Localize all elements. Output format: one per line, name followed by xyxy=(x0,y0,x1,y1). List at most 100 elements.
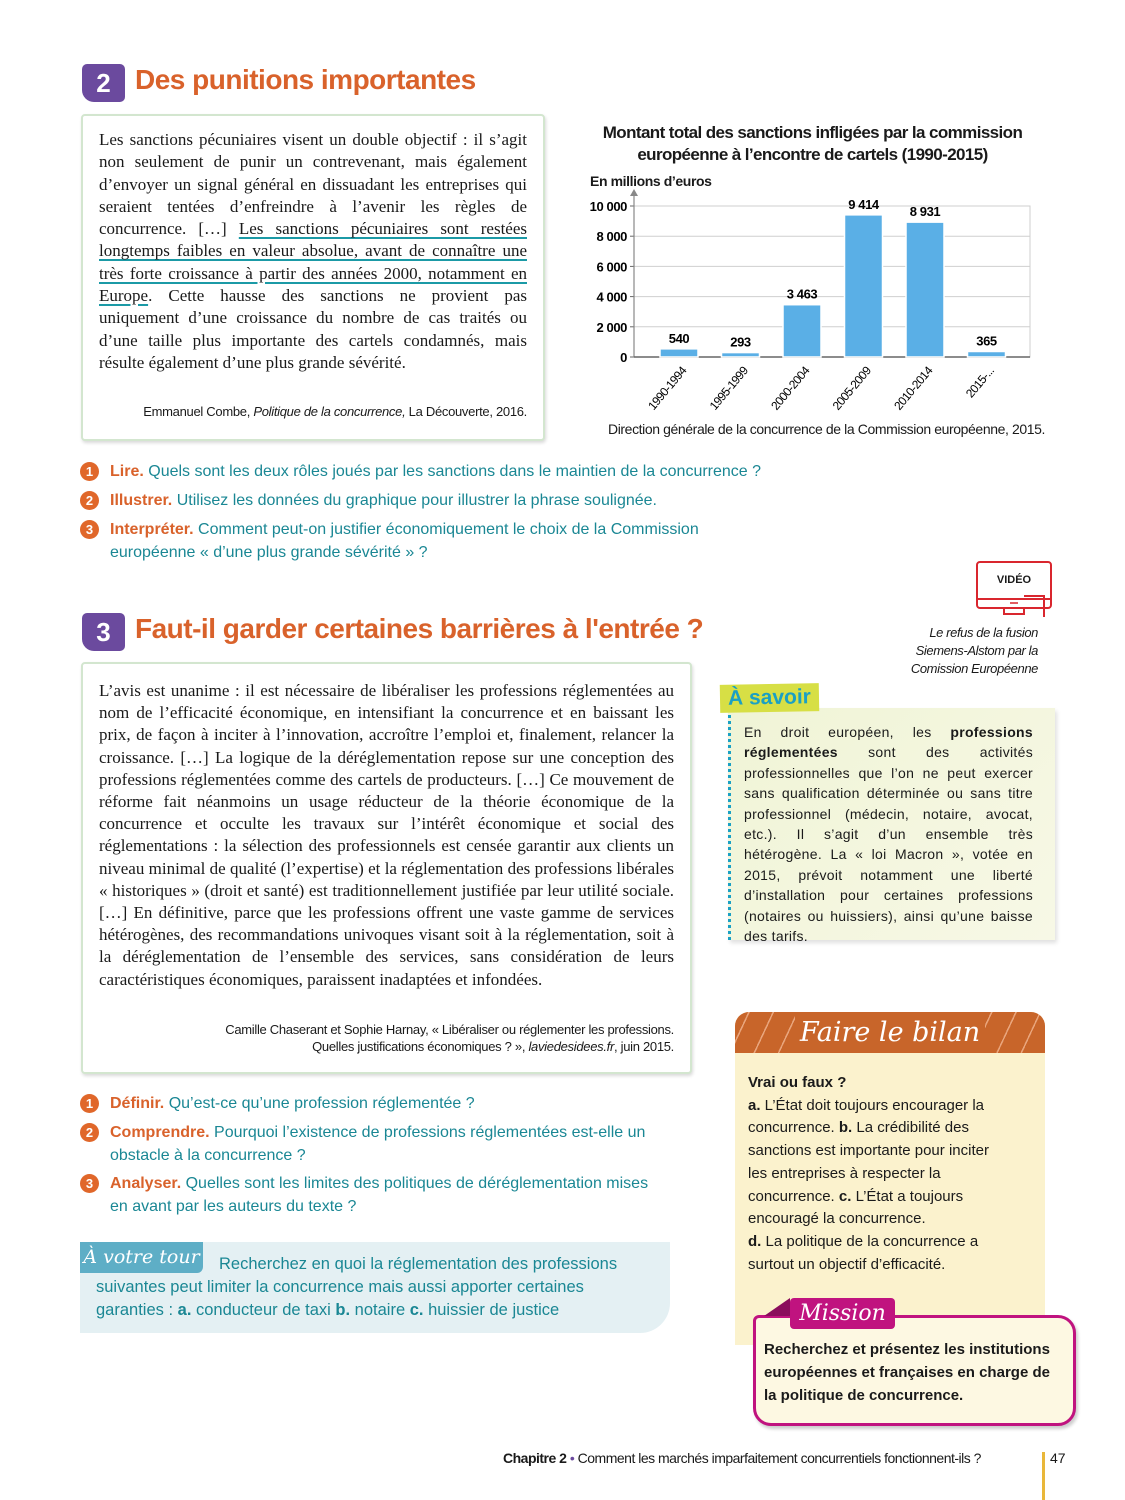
doc-number-badge: 3 xyxy=(82,613,125,651)
source-publisher: La Découverte, 2016. xyxy=(405,404,528,419)
question-number-icon: 1 xyxy=(80,1094,99,1113)
a-savoir-box: En droit européen, les professions régle… xyxy=(728,708,1055,944)
text: notaire xyxy=(350,1301,410,1319)
y-tick-label: 6 000 xyxy=(596,259,627,274)
x-tick-label: 1990-1994 xyxy=(645,363,690,413)
bilan-content: Vrai ou faux ? a. L’État doit toujours e… xyxy=(748,1072,993,1276)
a-savoir-text: En droit européen, les professions régle… xyxy=(744,722,1033,946)
footer-divider xyxy=(1042,1452,1045,1500)
item-letter: a. xyxy=(748,1096,761,1114)
chart-title: Montant total des sanctions infligées pa… xyxy=(580,122,1045,166)
item-text: La politique de la concurrence a surtout… xyxy=(748,1232,979,1273)
bar-chart: 0 2 000 4 000 6 000 8 000 10 000 540 1990-1994 2… xyxy=(590,189,1031,413)
question-number-icon: 3 xyxy=(80,1174,99,1193)
data-label: 3 463 xyxy=(787,287,818,302)
bar xyxy=(782,303,822,358)
question-body: Qu’est-ce qu’une profession réglementée … xyxy=(168,1095,475,1112)
item-text: La crédibilité des sanctions est importa… xyxy=(748,1119,989,1205)
question-body: Utilisez les données du graphique pour i… xyxy=(176,492,657,509)
key-term: professions réglementées xyxy=(744,724,1033,761)
doc-number-badge: 2 xyxy=(82,64,125,102)
question-body: Quels sont les deux rôles joués par les … xyxy=(148,463,762,480)
chart-source: Direction générale de la concurrence de … xyxy=(608,421,1045,437)
bar xyxy=(966,350,1007,358)
doc3-source: Camille Chaserant et Sophie Harnay, « Li… xyxy=(225,1021,674,1055)
question-text: Analyser. Quelles sont les limites des p… xyxy=(80,1172,650,1218)
question-number-icon: 3 xyxy=(80,520,99,539)
chart-title-line: européenne à l’encontre de cartels (1990… xyxy=(637,145,988,164)
question-body: Comment peut-on justifier économiquement… xyxy=(110,521,699,561)
bar xyxy=(720,351,761,358)
page-number: 47 xyxy=(1050,1450,1066,1466)
doc2-source: Emmanuel Combe, Politique de la concurre… xyxy=(143,404,527,419)
data-label: 9 414 xyxy=(848,197,880,212)
underlined-sentence: Les sanctions pécuniaires sont restées l… xyxy=(99,219,527,306)
footer-title: Comment les marchés imparfaitement concu… xyxy=(577,1450,982,1466)
question-label: Comprendre. xyxy=(110,1124,210,1141)
mission-box: Recherchez et présentez les institutions… xyxy=(753,1315,1076,1426)
item-text: L’État doit toujours encourager la concu… xyxy=(748,1096,984,1137)
question-item: 3 Interpréter. Comment peut-on justifier … xyxy=(80,518,770,564)
bilan-items: a. L’État doit toujours encourager la co… xyxy=(748,1095,993,1231)
question-text: Illustrer. Utilisez les données du graph… xyxy=(80,489,800,512)
doc-title: Faut-il garder certaines barrières à l'e… xyxy=(135,613,704,644)
question-number-icon: 1 xyxy=(80,462,99,481)
question-label: Analyser. xyxy=(110,1175,182,1192)
text: Les sanctions pécuniaires visent un doub… xyxy=(99,130,527,239)
monitor-icon xyxy=(976,561,1052,617)
video-link[interactable]: VIDÉO xyxy=(976,561,1054,676)
item-letter: c. xyxy=(838,1187,852,1205)
bilan-title: Faire le bilan xyxy=(795,1012,985,1053)
source-text: Quelles justifications économiques ? », xyxy=(312,1039,529,1054)
bar xyxy=(905,221,945,358)
footer-bullet: • xyxy=(566,1450,578,1466)
item-letter: b. xyxy=(838,1119,853,1137)
y-axis-arrow-icon xyxy=(630,189,638,196)
doc2-text-box: Les sanctions pécuniaires visent un doub… xyxy=(81,114,545,441)
data-label: 8 931 xyxy=(910,204,941,219)
doc-title: Des punitions importantes xyxy=(135,64,476,95)
x-tick-label: 2005-2009 xyxy=(830,363,875,413)
item-letter: d. xyxy=(748,1232,762,1250)
bilan-box: Faire le bilan Vrai ou faux ? a. L’État … xyxy=(735,1012,1045,1345)
y-tick-label: 0 xyxy=(620,350,627,365)
question-item: 1 Définir. Qu’est-ce qu’une profession ré… xyxy=(80,1092,650,1115)
text: Recherchez en quoi la réglementation des… xyxy=(96,1255,618,1319)
bilan-heading: Vrai ou faux ? xyxy=(748,1074,847,1091)
doc3-text-box: L’avis est unanime : il est nécessaire d… xyxy=(81,662,692,1074)
mission-tab-fold xyxy=(764,1298,790,1316)
question-body: Pourquoi l’existence de professions régl… xyxy=(110,1124,646,1164)
question-number-icon: 2 xyxy=(80,491,99,510)
question-body: Quelles sont les limites des politiques … xyxy=(110,1175,649,1215)
doc2-text: Les sanctions pécuniaires visent un doub… xyxy=(99,129,527,374)
data-label: 293 xyxy=(730,335,751,350)
caption-line: Siemens-Alstom par la xyxy=(915,643,1039,658)
x-tick-label: 2010-2014 xyxy=(891,363,936,413)
a-savoir-label: À savoir xyxy=(719,683,820,713)
x-tick-label: 1995-1999 xyxy=(707,363,752,413)
item-letter: a. xyxy=(177,1301,192,1319)
y-tick-label: 10 000 xyxy=(590,199,628,214)
y-tick-label: 2 000 xyxy=(596,320,627,335)
x-tick-label: 2015-... xyxy=(963,364,997,401)
video-caption: Le refus de la fusion Siemens-Alstom par… xyxy=(880,624,1039,678)
source-line: Camille Chaserant et Sophie Harnay, « Li… xyxy=(225,1022,674,1037)
chart-y-label: En millions d’euros xyxy=(590,173,712,189)
data-label: 365 xyxy=(976,333,997,348)
question-text: Comprendre. Pourquoi l’existence de prof… xyxy=(80,1121,650,1167)
text: sont des activités professionnelles que … xyxy=(744,744,1033,945)
mission-text: Recherchez et présentez les institutions… xyxy=(764,1341,1050,1404)
source-title: Politique de la concurrence, xyxy=(253,404,406,419)
y-tick-label: 8 000 xyxy=(596,229,627,244)
text: huissier de justice xyxy=(423,1301,560,1319)
question-item: 1 Lire. Quels sont les deux rôles joués p… xyxy=(80,460,800,483)
doc3-text: L’avis est unanime : il est nécessaire d… xyxy=(99,681,674,989)
question-item: 2 Comprendre. Pourquoi l’existence de pro… xyxy=(80,1121,650,1167)
item-letter: c. xyxy=(409,1301,424,1319)
y-tick-label: 4 000 xyxy=(596,290,627,305)
mission-label: Mission xyxy=(790,1298,895,1329)
question-item: 2 Illustrer. Utilisez les données du grap… xyxy=(80,489,800,512)
question-label: Définir. xyxy=(110,1095,165,1112)
question-text: Lire. Quels sont les deux rôles joués pa… xyxy=(80,460,800,483)
text: En droit européen, les xyxy=(744,724,951,740)
